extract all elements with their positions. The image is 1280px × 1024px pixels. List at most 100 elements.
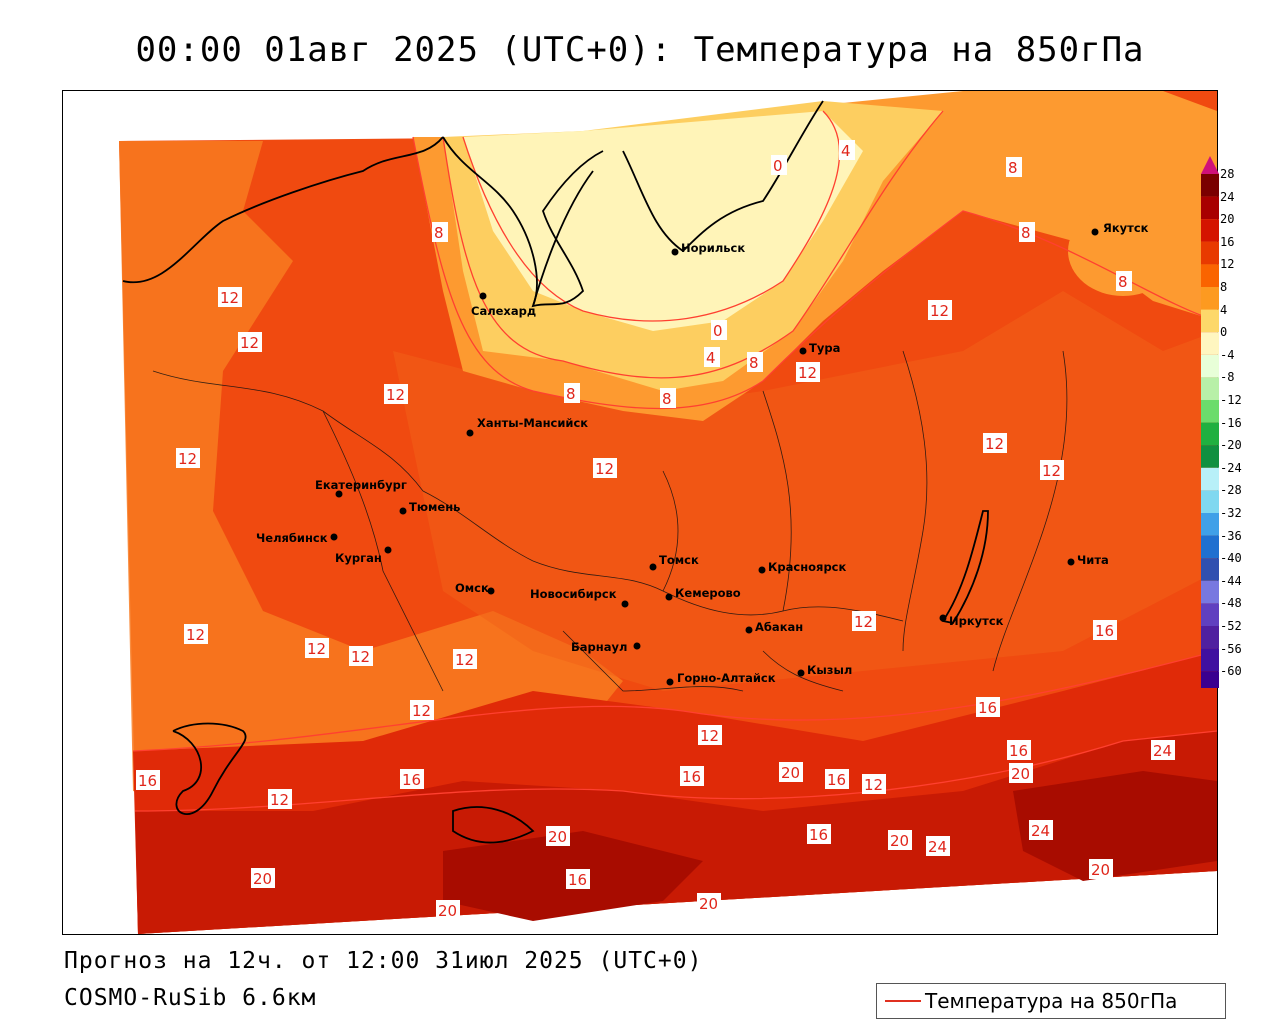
city-dot-khanty — [466, 429, 474, 437]
iso-label: 16 — [1095, 622, 1114, 640]
iso-label: 12 — [930, 302, 949, 320]
city-tyumen: Тюмень — [409, 500, 460, 514]
city-krasnoyarsk: Красноярск — [768, 560, 846, 574]
colorbar-swatch — [1201, 241, 1219, 265]
colorbar-tick-label: -32 — [1220, 506, 1242, 520]
colorbar-tick-label: -4 — [1220, 347, 1235, 362]
colorbar-swatch — [1201, 309, 1219, 333]
city-novosibirsk: Новосибирск — [530, 587, 617, 601]
colorbar-tick-label: -56 — [1220, 641, 1242, 656]
city-omsk: Омск — [455, 581, 489, 595]
colorbar-swatch — [1201, 626, 1219, 649]
city-dot-tura — [799, 347, 807, 355]
colorbar-swatch — [1201, 174, 1219, 197]
colorbar-swatch — [1201, 264, 1219, 287]
colorbar-tick-label: 4 — [1220, 302, 1228, 317]
iso-label: 12 — [386, 386, 405, 404]
colorbar-tick-label: -24 — [1220, 460, 1242, 475]
colorbar-swatch — [1201, 332, 1219, 355]
iso-label: 12 — [455, 651, 474, 669]
iso-label: 8 — [1008, 159, 1018, 177]
iso-label: 8 — [662, 390, 672, 408]
city-dot-chelyabinsk — [330, 533, 338, 541]
iso-label: 8 — [1118, 273, 1128, 291]
city-dot-barnaul — [633, 642, 641, 650]
iso-label: 16 — [1009, 742, 1028, 760]
iso-label: 24 — [1031, 822, 1050, 840]
map-canvas: Салехард Норильск Якутск Тура Ханты-Манс… — [63, 91, 1217, 934]
colorbar-swatch — [1201, 422, 1219, 446]
city-barnaul: Барнаул — [571, 640, 627, 654]
iso-label: 20 — [548, 828, 567, 846]
city-dot-ekb — [335, 490, 343, 498]
iso-label: 12 — [798, 364, 817, 382]
zone-24-east — [1013, 771, 1217, 881]
forecast-info: Прогноз на 12ч. от 12:00 31июл 2025 (UTC… — [64, 948, 703, 974]
colorbar-tick-label: -44 — [1220, 573, 1242, 588]
city-dot-chita — [1067, 558, 1075, 566]
iso-label: 12 — [412, 702, 431, 720]
legend: Температура на 850гПа — [876, 983, 1226, 1019]
iso-label: 24 — [928, 838, 947, 856]
iso-label: 16 — [978, 699, 997, 717]
city-dot-gorno — [666, 678, 674, 686]
iso-label: 20 — [253, 870, 272, 888]
colorbar-tick-label: 12 — [1220, 257, 1235, 272]
iso-label: 16 — [138, 772, 157, 790]
iso-label: 16 — [682, 768, 701, 786]
iso-label: 12 — [985, 435, 1004, 453]
colorbar-scale — [1201, 156, 1219, 712]
colorbar-tick-label: -36 — [1220, 528, 1242, 543]
city-yakutsk: Якутск — [1103, 221, 1149, 235]
colorbar-swatch — [1201, 671, 1219, 694]
colorbar-tick-label: -16 — [1220, 415, 1242, 430]
city-dot-norilsk — [671, 248, 679, 256]
coastlines — [122, 100, 989, 844]
city-kemerovo: Кемерово — [675, 586, 741, 600]
legend-label: Температура на 850гПа — [925, 989, 1178, 1013]
city-irkutsk: Иркутск — [949, 614, 1004, 628]
colorbar-swatch — [1201, 648, 1219, 672]
isotherm-lines — [132, 110, 1217, 812]
city-dot-irkutsk — [939, 614, 947, 622]
iso-label: 16 — [827, 771, 846, 789]
city-khanty: Ханты-Мансийск — [477, 416, 588, 430]
colorbar-tick-label: 24 — [1220, 189, 1235, 204]
iso-label: 12 — [1042, 462, 1061, 480]
colorbar-swatch — [1201, 467, 1219, 491]
iso-label: 8 — [434, 224, 444, 242]
iso-label: 8 — [1021, 224, 1031, 242]
colorbar-tick-label: -12 — [1220, 393, 1242, 407]
city-chita: Чита — [1077, 553, 1109, 567]
colorbar-swatch — [1201, 219, 1219, 242]
city-dot-salekhard — [479, 292, 487, 300]
iso-label: 20 — [781, 764, 800, 782]
city-dot-kemerovo — [665, 593, 673, 601]
colorbar-tick-label: -20 — [1220, 438, 1242, 453]
city-dot-tyumen — [399, 507, 407, 515]
city-dot-kurgan — [384, 546, 392, 554]
colorbar-tick-label: 8 — [1220, 280, 1228, 294]
iso-label: 12 — [270, 791, 289, 809]
iso-label: 12 — [240, 334, 259, 352]
colorbar — [1201, 156, 1219, 712]
zone-20-south — [135, 731, 1217, 934]
isotherm-value-labels: 0 0 4 4 8 8 8 8 8 8 8 12 12 12 12 12 12 … — [136, 140, 1175, 920]
colorbar-tick-label: -28 — [1220, 483, 1242, 498]
iso-label: 12 — [178, 450, 197, 468]
iso-label: 4 — [841, 142, 851, 160]
zone-0-north — [463, 111, 863, 331]
model-name: COSMO-RuSib 6.6км — [64, 985, 317, 1011]
iso-label: 12 — [186, 626, 205, 644]
iso-label: 12 — [220, 289, 239, 307]
city-salekhard: Салехард — [471, 304, 536, 318]
city-chelyabinsk: Челябинск — [256, 531, 328, 545]
city-kyzyl: Кызыл — [807, 663, 852, 677]
iso-label: 12 — [854, 613, 873, 631]
zone-8-yakutsk — [1068, 206, 1178, 296]
city-tomsk: Томск — [659, 553, 699, 567]
iso-label: 20 — [1011, 765, 1030, 783]
city-dot-tomsk — [649, 563, 657, 571]
colorbar-swatch — [1201, 445, 1219, 468]
temperature-map[interactable]: Салехард Норильск Якутск Тура Ханты-Манс… — [62, 90, 1218, 935]
